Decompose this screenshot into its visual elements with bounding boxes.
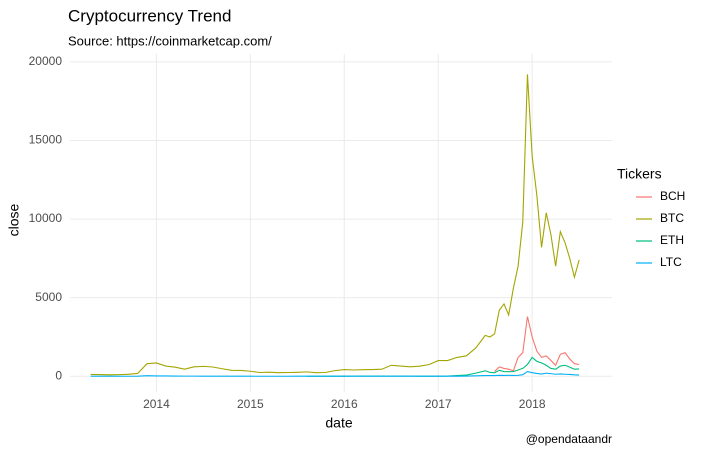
series-line bbox=[90, 370, 580, 377]
x-tick-label: 2018 bbox=[519, 397, 546, 411]
legend-label: BCH bbox=[660, 189, 685, 203]
legend-label: BTC bbox=[660, 211, 684, 225]
grid bbox=[70, 54, 612, 392]
legend-label: ETH bbox=[660, 233, 684, 247]
chart-title: Cryptocurrency Trend bbox=[68, 6, 231, 25]
y-tick-label: 0 bbox=[55, 368, 62, 382]
legend: BCH BTC ETH LTC bbox=[636, 189, 685, 269]
x-tick-label: 2015 bbox=[237, 397, 264, 411]
y-tick-label: 20000 bbox=[29, 54, 63, 68]
plot-lines bbox=[90, 74, 580, 377]
legend-label: LTC bbox=[660, 255, 682, 269]
series-line bbox=[494, 316, 580, 372]
y-tick-label: 5000 bbox=[35, 290, 62, 304]
chart-subtitle: Source: https://coinmarketcap.com/ bbox=[68, 33, 272, 48]
y-axis-label: close bbox=[6, 203, 22, 236]
caption: @opendataandr bbox=[526, 432, 612, 446]
y-tick-label: 10000 bbox=[29, 211, 63, 225]
series-line bbox=[90, 74, 580, 376]
legend-title: Tickers bbox=[617, 166, 662, 182]
x-tick-label: 2014 bbox=[143, 397, 170, 411]
y-tick-label: 15000 bbox=[29, 133, 63, 147]
x-axis-label: date bbox=[325, 415, 352, 431]
x-tick-label: 2016 bbox=[331, 397, 358, 411]
x-tick-label: 2017 bbox=[425, 397, 452, 411]
